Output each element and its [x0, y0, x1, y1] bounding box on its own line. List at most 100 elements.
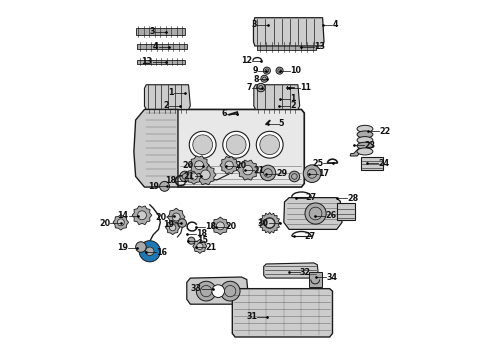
- Text: 12: 12: [241, 56, 252, 65]
- Text: 28: 28: [347, 194, 359, 203]
- Text: 26: 26: [325, 211, 337, 220]
- Text: 19: 19: [163, 220, 174, 229]
- Circle shape: [196, 281, 216, 301]
- Circle shape: [276, 67, 283, 74]
- Bar: [256, 110, 298, 113]
- Circle shape: [289, 171, 300, 182]
- Text: 27: 27: [306, 193, 317, 202]
- Polygon shape: [259, 212, 280, 234]
- Circle shape: [136, 242, 146, 252]
- Text: 17: 17: [318, 169, 329, 178]
- Text: 3: 3: [252, 20, 257, 29]
- Circle shape: [180, 171, 190, 182]
- Polygon shape: [145, 85, 190, 109]
- Bar: [137, 44, 187, 49]
- Text: 1: 1: [290, 94, 295, 103]
- Circle shape: [142, 243, 157, 259]
- Text: 8: 8: [253, 75, 259, 84]
- Circle shape: [193, 135, 213, 154]
- Circle shape: [307, 169, 317, 178]
- Circle shape: [226, 135, 246, 154]
- Bar: [257, 44, 316, 50]
- Circle shape: [170, 224, 176, 231]
- Circle shape: [220, 281, 240, 301]
- Text: 1: 1: [168, 88, 174, 97]
- Circle shape: [265, 218, 274, 228]
- Circle shape: [256, 131, 283, 158]
- Circle shape: [305, 203, 326, 224]
- Text: 20: 20: [225, 222, 237, 231]
- Text: 29: 29: [277, 169, 288, 178]
- Text: 13: 13: [314, 42, 325, 51]
- Circle shape: [117, 219, 124, 226]
- Circle shape: [146, 247, 154, 256]
- Text: 30: 30: [258, 219, 269, 228]
- Circle shape: [225, 161, 233, 169]
- Circle shape: [265, 218, 275, 228]
- Circle shape: [160, 181, 170, 191]
- Bar: [137, 59, 185, 64]
- Circle shape: [224, 285, 236, 297]
- Polygon shape: [350, 145, 365, 156]
- Circle shape: [172, 213, 180, 221]
- Text: 9: 9: [253, 66, 258, 75]
- Ellipse shape: [357, 125, 373, 132]
- Polygon shape: [132, 206, 152, 225]
- Circle shape: [188, 237, 195, 244]
- Text: 10: 10: [290, 66, 301, 75]
- Text: 21: 21: [184, 172, 195, 181]
- Circle shape: [201, 170, 210, 180]
- Bar: [337, 203, 355, 220]
- Text: 19: 19: [117, 243, 128, 252]
- Polygon shape: [264, 263, 318, 278]
- Text: 15: 15: [197, 236, 208, 245]
- Circle shape: [212, 285, 224, 297]
- Text: 23: 23: [364, 141, 375, 150]
- Circle shape: [189, 131, 216, 158]
- Circle shape: [292, 174, 297, 179]
- Polygon shape: [193, 239, 207, 253]
- Circle shape: [200, 285, 212, 297]
- Text: 27: 27: [304, 232, 316, 241]
- Text: 24: 24: [378, 158, 390, 167]
- Circle shape: [264, 169, 272, 177]
- Polygon shape: [189, 156, 209, 175]
- Circle shape: [263, 67, 270, 74]
- Text: 2: 2: [290, 102, 296, 111]
- Text: 6: 6: [222, 109, 227, 118]
- Circle shape: [195, 161, 203, 170]
- Text: 20: 20: [183, 161, 194, 170]
- Circle shape: [257, 83, 265, 92]
- Text: 20: 20: [235, 161, 246, 170]
- Text: 21: 21: [254, 166, 265, 175]
- Polygon shape: [175, 109, 304, 187]
- Bar: [362, 157, 383, 170]
- Circle shape: [217, 222, 224, 230]
- Circle shape: [309, 207, 322, 220]
- Text: 16: 16: [156, 248, 167, 257]
- Text: 33: 33: [191, 284, 202, 293]
- Circle shape: [263, 77, 266, 81]
- Polygon shape: [168, 208, 185, 226]
- Text: 18: 18: [165, 176, 176, 185]
- Ellipse shape: [357, 148, 373, 155]
- Text: 20: 20: [99, 219, 110, 228]
- Polygon shape: [166, 221, 180, 235]
- Polygon shape: [212, 217, 229, 235]
- Circle shape: [223, 131, 249, 158]
- Text: 25: 25: [312, 158, 323, 167]
- Circle shape: [259, 85, 263, 90]
- Circle shape: [139, 241, 160, 262]
- Polygon shape: [195, 165, 216, 185]
- Polygon shape: [220, 157, 238, 174]
- Circle shape: [196, 243, 203, 249]
- Circle shape: [265, 69, 269, 72]
- Text: 2: 2: [164, 102, 169, 111]
- Circle shape: [260, 165, 276, 181]
- Polygon shape: [134, 109, 178, 187]
- Circle shape: [138, 211, 147, 220]
- Polygon shape: [284, 198, 342, 229]
- Text: 31: 31: [246, 312, 257, 321]
- Polygon shape: [232, 289, 333, 337]
- Polygon shape: [253, 18, 324, 46]
